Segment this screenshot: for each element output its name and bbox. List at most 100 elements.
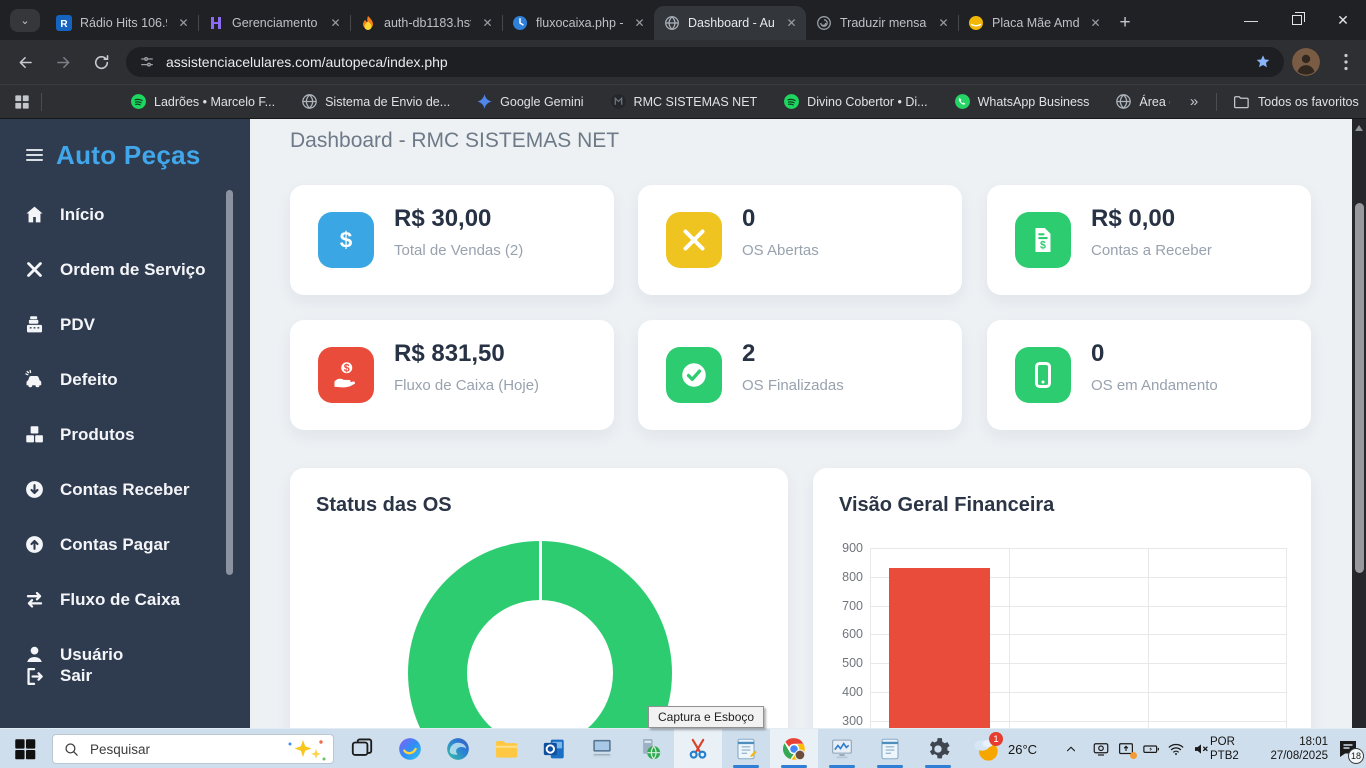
bookmark-item[interactable]: Ladrões • Marcelo F... <box>130 93 275 110</box>
profile-avatar[interactable] <box>1292 48 1320 76</box>
bookmark-item[interactable]: WhatsApp Business <box>954 93 1089 110</box>
reload-button[interactable] <box>86 47 116 77</box>
temperature-label[interactable]: 26°C <box>1008 742 1038 757</box>
new-tab-button[interactable]: + <box>1119 12 1131 33</box>
forward-button[interactable] <box>48 47 78 77</box>
site-settings-icon[interactable] <box>138 53 156 71</box>
sidebar-item-label: Produtos <box>60 424 135 444</box>
taskbar-app-notepad[interactable] <box>722 729 770 768</box>
address-bar[interactable]: assistenciacelulares.com/autopeca/index.… <box>126 47 1284 77</box>
tab-close-icon[interactable]: ✕ <box>938 15 949 30</box>
tab-close-icon[interactable]: ✕ <box>178 15 189 30</box>
taskbar-app-settings[interactable] <box>914 729 962 768</box>
apps-grid-button[interactable] <box>12 92 32 112</box>
taskbar-app-remote-desktop[interactable] <box>578 729 626 768</box>
back-button[interactable] <box>10 47 40 77</box>
tray-expand-button[interactable] <box>1064 742 1078 756</box>
tab-close-icon[interactable]: ✕ <box>482 15 493 30</box>
stat-card-value: R$ 0,00 <box>1091 205 1176 232</box>
start-button[interactable] <box>12 736 38 762</box>
apps-grid-icon <box>15 95 29 109</box>
taskbar-app-system-config[interactable] <box>626 729 674 768</box>
bookmark-item[interactable]: Google Gemini <box>476 93 584 110</box>
svg-text:$: $ <box>340 228 353 253</box>
chrome <box>781 736 807 762</box>
hamburger-menu-icon[interactable] <box>26 149 43 161</box>
y-axis-tick-label: 800 <box>842 569 863 584</box>
sidebar-item-sair[interactable]: Sair <box>0 658 250 694</box>
taskbar-app-outlook[interactable] <box>530 729 578 768</box>
tab-search-button[interactable]: ⌄ <box>10 9 40 32</box>
tab-close-icon[interactable]: ✕ <box>786 15 797 30</box>
tray-wifi-icon[interactable] <box>1167 740 1185 758</box>
window-controls: — ✕ <box>1228 0 1366 40</box>
bookmark-item[interactable]: Divino Cobertor • Di... <box>783 93 928 110</box>
browser-tab[interactable]: Placa Mãe Amd ✕ <box>958 6 1110 40</box>
tray-screen-record-icon[interactable] <box>1092 740 1110 758</box>
taskbar-app-task-view[interactable] <box>338 729 386 768</box>
bookmarks-overflow-button[interactable]: » <box>1189 92 1199 110</box>
all-favorites-button[interactable]: Todos os favoritos <box>1232 85 1359 118</box>
bookmark-label: Sistema de Envio de... <box>325 94 451 109</box>
minimize-button[interactable]: — <box>1244 12 1258 28</box>
sidebar-nav-list: Início Ordem de Serviço PDV Defeito Produtos… <box>0 187 250 662</box>
browser-tab[interactable]: Traduzir mensag ✕ <box>806 6 958 40</box>
taskbar-app-performance-monitor[interactable] <box>818 729 866 768</box>
outlook <box>541 736 567 762</box>
taskbar-app-copilot[interactable] <box>386 729 434 768</box>
notepad <box>733 736 759 762</box>
sidebar-item-ordem-de-servi-o[interactable]: Ordem de Serviço <box>0 242 250 297</box>
tools-icon <box>24 259 45 280</box>
browser-tab[interactable]: fluxocaixa.php - ✕ <box>502 6 654 40</box>
tray-volume-muted-icon[interactable] <box>1192 740 1210 758</box>
url-text[interactable]: assistenciacelulares.com/autopeca/index.… <box>166 54 448 70</box>
scrollbar-up-arrow-icon[interactable] <box>1355 125 1363 131</box>
weather-button[interactable]: 1 <box>972 732 1003 763</box>
sidebar-item-contas-pagar[interactable]: Contas Pagar <box>0 517 250 572</box>
tray-screen-share-icon[interactable] <box>1117 740 1137 759</box>
stat-card-icon-tile: $ <box>318 347 374 403</box>
restore-button[interactable] <box>1274 0 1320 40</box>
browser-menu-button[interactable] <box>1334 50 1358 74</box>
language-indicator[interactable]: POR PTB2 <box>1210 735 1239 763</box>
close-button[interactable]: ✕ <box>1337 11 1349 28</box>
sidebar-item-fluxo-de-caixa[interactable]: Fluxo de Caixa <box>0 572 250 627</box>
sidebar-item-contas-receber[interactable]: Contas Receber <box>0 462 250 517</box>
browser-tab[interactable]: auth-db1183.hst ✕ <box>350 6 502 40</box>
tab-close-icon[interactable]: ✕ <box>1090 15 1101 30</box>
browser-tab[interactable]: Gerenciamento | ✕ <box>198 6 350 40</box>
donut-chart-title: Status das OS <box>316 494 452 516</box>
tray-battery-icon[interactable] <box>1142 740 1160 758</box>
bookmark-item[interactable]: Área de Cliente <box>1115 93 1170 110</box>
sidebar-scrollbar[interactable] <box>226 190 233 575</box>
sidebar-item-label: Fluxo de Caixa <box>60 589 180 609</box>
tab-close-icon[interactable]: ✕ <box>330 15 341 30</box>
taskbar-clock[interactable]: 18:01 27/08/2025 <box>1242 735 1328 763</box>
taskbar-search-box[interactable]: Pesquisar <box>52 734 334 764</box>
hand-dollar-icon: $ <box>331 360 361 390</box>
taskbar-app-edge[interactable] <box>434 729 482 768</box>
sidebar-item-pdv[interactable]: PDV <box>0 297 250 352</box>
stat-card: 0 OS em Andamento <box>987 320 1311 430</box>
bookmark-item[interactable]: Sistema de Envio de... <box>301 93 450 110</box>
taskbar-app-file-explorer[interactable] <box>482 729 530 768</box>
page-scrollbar[interactable] <box>1352 119 1366 728</box>
bookmark-star-icon[interactable] <box>1254 53 1272 71</box>
sidebar-item-defeito[interactable]: Defeito <box>0 352 250 407</box>
stat-card: 0 OS Abertas <box>638 185 962 295</box>
browser-tab[interactable]: R Rádio Hits 106.9 ✕ <box>46 6 198 40</box>
scrollbar-thumb[interactable] <box>1354 203 1364 573</box>
bar-chart-title: Visão Geral Financeira <box>839 494 1055 516</box>
sidebar-item-in-cio[interactable]: Início <box>0 187 250 242</box>
sidebar-item-usu-rio[interactable]: Usuário <box>0 627 250 662</box>
taskbar-app-notepad-2[interactable] <box>866 729 914 768</box>
bookmark-item[interactable]: RMC SISTEMAS NET <box>610 93 757 110</box>
sidebar-item-produtos[interactable]: Produtos <box>0 407 250 462</box>
browser-tab[interactable]: Dashboard - Aut ✕ <box>654 6 806 40</box>
notification-center-button[interactable]: 18 <box>1336 737 1364 764</box>
tab-title: Dashboard - Aut <box>688 16 775 30</box>
taskbar-app-chrome[interactable] <box>770 729 818 768</box>
taskbar-app-snipping-tool[interactable] <box>674 729 722 768</box>
tab-close-icon[interactable]: ✕ <box>634 15 645 30</box>
